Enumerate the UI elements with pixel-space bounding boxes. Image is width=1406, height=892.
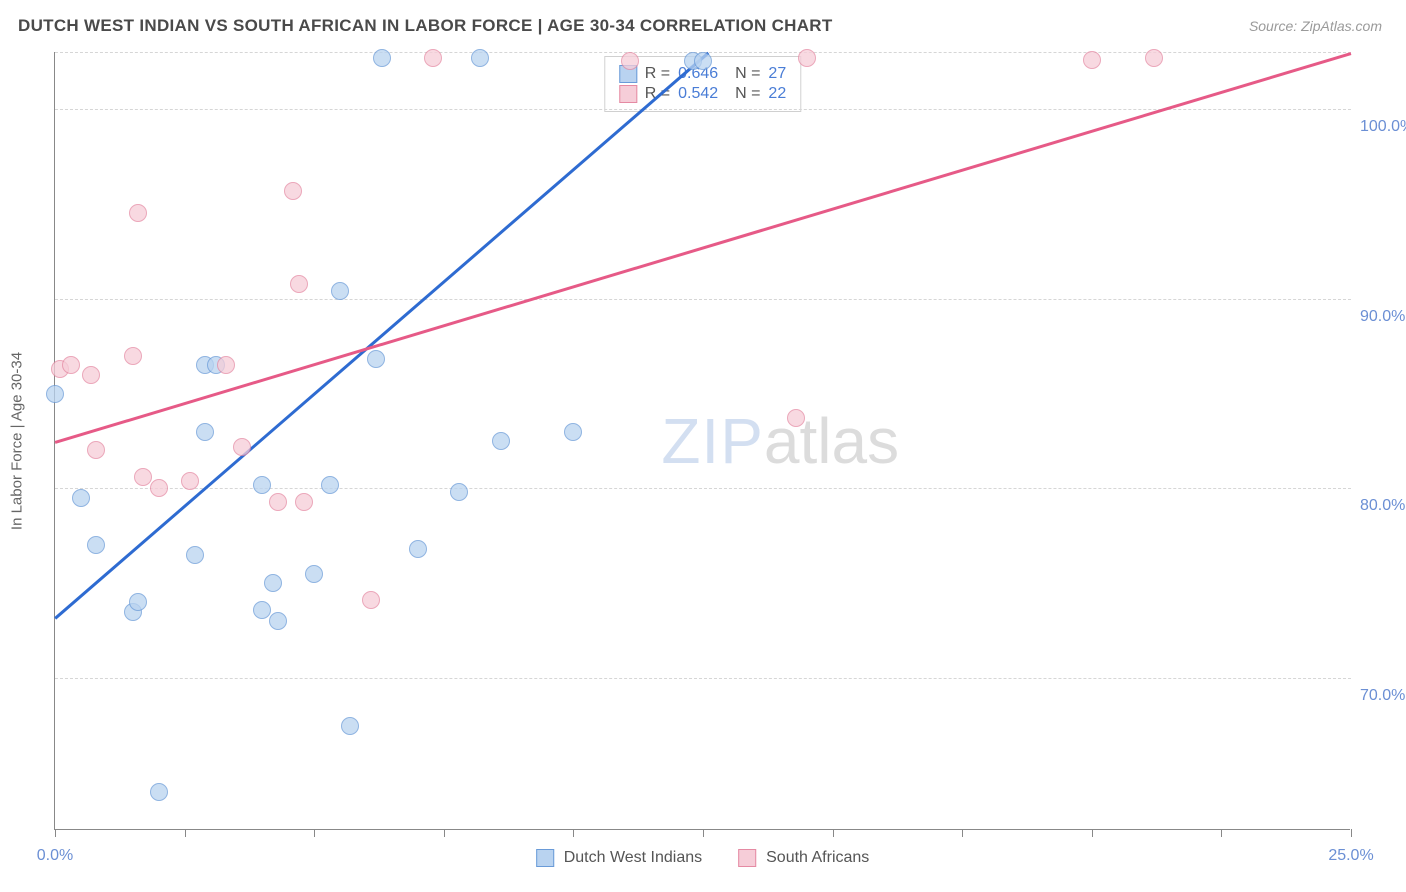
legend-series: Dutch West Indians South Africans	[536, 849, 870, 867]
data-point	[373, 49, 391, 67]
data-point	[82, 366, 100, 384]
data-point	[150, 783, 168, 801]
data-point	[321, 476, 339, 494]
stat-n-label: N =	[726, 65, 760, 83]
y-tick-label: 90.0%	[1360, 308, 1406, 326]
x-tick	[703, 829, 704, 837]
data-point	[295, 493, 313, 511]
data-point	[150, 479, 168, 497]
legend-item: Dutch West Indians	[536, 849, 702, 867]
data-point	[186, 546, 204, 564]
data-point	[124, 347, 142, 365]
source-label: Source: ZipAtlas.com	[1249, 18, 1382, 34]
stat-r-label: R =	[645, 65, 670, 83]
data-point	[46, 385, 64, 403]
data-point	[1083, 51, 1101, 69]
data-point	[471, 49, 489, 67]
stat-n-value: 27	[768, 65, 786, 83]
x-tick	[314, 829, 315, 837]
y-tick-label: 80.0%	[1360, 497, 1406, 515]
data-point	[450, 483, 468, 501]
data-point	[284, 182, 302, 200]
y-axis-label: In Labor Force | Age 30-34	[9, 351, 26, 529]
chart-title: DUTCH WEST INDIAN VS SOUTH AFRICAN IN LA…	[18, 16, 833, 36]
data-point	[269, 612, 287, 630]
gridline	[55, 678, 1351, 679]
data-point	[217, 356, 235, 374]
x-tick	[1221, 829, 1222, 837]
x-tick	[962, 829, 963, 837]
data-point	[331, 282, 349, 300]
gridline	[55, 299, 1351, 300]
y-tick-label: 100.0%	[1360, 118, 1406, 136]
x-tick	[573, 829, 574, 837]
legend-swatch	[738, 849, 756, 867]
x-tick-label: 25.0%	[1328, 847, 1373, 865]
data-point	[233, 438, 251, 456]
data-point	[798, 49, 816, 67]
data-point	[87, 441, 105, 459]
data-point	[621, 52, 639, 70]
legend-item: South Africans	[738, 849, 869, 867]
data-point	[787, 409, 805, 427]
data-point	[564, 423, 582, 441]
data-point	[424, 49, 442, 67]
data-point	[129, 593, 147, 611]
x-tick	[833, 829, 834, 837]
gridline	[55, 488, 1351, 489]
stat-r-value: 0.542	[678, 85, 718, 103]
data-point	[264, 574, 282, 592]
x-tick	[1092, 829, 1093, 837]
x-tick	[185, 829, 186, 837]
x-tick-label: 0.0%	[37, 847, 73, 865]
data-point	[694, 52, 712, 70]
data-point	[129, 204, 147, 222]
x-tick	[1351, 829, 1352, 837]
data-point	[409, 540, 427, 558]
data-point	[62, 356, 80, 374]
legend-swatch	[536, 849, 554, 867]
data-point	[1145, 49, 1163, 67]
legend-label: South Africans	[766, 849, 869, 867]
data-point	[305, 565, 323, 583]
data-point	[492, 432, 510, 450]
data-point	[290, 275, 308, 293]
data-point	[362, 591, 380, 609]
stat-n-value: 22	[768, 85, 786, 103]
data-point	[269, 493, 287, 511]
plot-area: In Labor Force | Age 30-34 ZIPatlas R = …	[54, 52, 1350, 830]
data-point	[341, 717, 359, 735]
data-point	[253, 476, 271, 494]
x-tick	[444, 829, 445, 837]
data-point	[134, 468, 152, 486]
data-point	[367, 350, 385, 368]
stat-n-label: N =	[726, 85, 760, 103]
y-tick-label: 70.0%	[1360, 687, 1406, 705]
watermark: ZIPatlas	[661, 404, 899, 478]
trend-line	[54, 52, 709, 619]
data-point	[196, 423, 214, 441]
data-point	[181, 472, 199, 490]
x-tick	[55, 829, 56, 837]
watermark-zip: ZIP	[661, 405, 764, 477]
data-point	[72, 489, 90, 507]
data-point	[87, 536, 105, 554]
legend-swatch	[619, 85, 637, 103]
data-point	[253, 601, 271, 619]
legend-stat-row: R = 0.542 N = 22	[619, 85, 786, 103]
legend-label: Dutch West Indians	[564, 849, 702, 867]
watermark-atlas: atlas	[764, 405, 899, 477]
